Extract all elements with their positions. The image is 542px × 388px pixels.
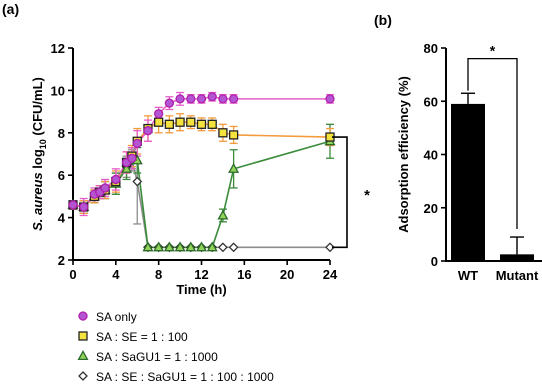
data-point-0 bbox=[68, 200, 78, 210]
panel-a-label: (a) bbox=[2, 1, 19, 17]
data-point-3 bbox=[132, 176, 143, 187]
data-point-3 bbox=[217, 242, 228, 253]
bar-Mutant bbox=[500, 254, 534, 261]
y-tick-label: 12 bbox=[51, 41, 65, 56]
y-axis-title-log: log bbox=[30, 149, 45, 172]
data-point-1 bbox=[175, 117, 185, 127]
adsorption-bar-chart: 0 20 40 60 80 Adsorption efficiency (%) WT Muta… bbox=[396, 41, 542, 283]
significance-star: * bbox=[364, 187, 370, 204]
b-y-tick-label: 0 bbox=[431, 254, 438, 269]
legend-label-0: SA only bbox=[96, 310, 137, 324]
data-point-1 bbox=[186, 117, 196, 127]
data-point-2 bbox=[185, 241, 197, 252]
data-point-0 bbox=[143, 126, 153, 136]
data-point-2 bbox=[153, 241, 165, 252]
data-point-1 bbox=[154, 117, 164, 127]
data-point-2 bbox=[196, 241, 207, 252]
data-point-0 bbox=[111, 174, 121, 185]
y-tick-label: 8 bbox=[58, 126, 65, 141]
y-tick-label: 2 bbox=[58, 253, 65, 268]
panel-b-label: (b) bbox=[374, 12, 392, 28]
data-point-1 bbox=[164, 119, 175, 129]
data-point-2 bbox=[163, 241, 175, 252]
series-line-1 bbox=[72, 121, 331, 208]
x-tick-label: 8 bbox=[155, 267, 162, 282]
significance-bracket bbox=[332, 136, 348, 249]
data-point-2 bbox=[217, 209, 229, 220]
x-tick-label: 4 bbox=[112, 267, 120, 282]
b-significance-star: * bbox=[490, 43, 496, 59]
data-point-1 bbox=[218, 128, 228, 138]
y-axis-title-organism: S. aureus bbox=[30, 172, 45, 231]
b-y-axis-title: Adsorption efficiency (%) bbox=[396, 76, 411, 233]
data-point-0 bbox=[228, 94, 239, 104]
data-point-1 bbox=[196, 119, 207, 129]
legend-label-1: SA : SE = 1 : 100 bbox=[96, 330, 188, 344]
legend-marker-1 bbox=[78, 331, 88, 341]
data-point-0 bbox=[154, 109, 164, 119]
b-y-tick-label: 80 bbox=[424, 41, 438, 56]
category-label-Mutant: Mutant bbox=[496, 268, 539, 283]
data-point-0 bbox=[79, 202, 89, 212]
data-point-0 bbox=[218, 94, 228, 104]
y-tick-label: 6 bbox=[58, 168, 65, 183]
x-tick-label: 16 bbox=[237, 267, 251, 282]
data-point-0 bbox=[325, 94, 335, 104]
legend: SA only SA : SE = 1 : 100 SA : SaGU1 = 1 :… bbox=[77, 310, 274, 384]
legend-marker-2 bbox=[77, 350, 89, 361]
b-significance-bracket bbox=[467, 58, 518, 230]
data-point-0 bbox=[132, 138, 142, 149]
bar-WT bbox=[451, 103, 485, 261]
b-y-tick-label: 60 bbox=[424, 94, 438, 109]
data-point-0 bbox=[100, 183, 110, 193]
data-point-1 bbox=[228, 130, 239, 140]
data-point-3 bbox=[228, 242, 239, 253]
data-point-2 bbox=[121, 162, 133, 173]
data-point-2 bbox=[174, 241, 186, 252]
data-point-0 bbox=[164, 98, 175, 108]
legend-marker-0 bbox=[78, 311, 88, 321]
y-axis-title: S. aureus log10 (CFU/mL) bbox=[30, 77, 48, 231]
x-tick-label: 20 bbox=[280, 267, 294, 282]
b-y-tick-label: 40 bbox=[424, 148, 438, 163]
data-point-0 bbox=[127, 153, 137, 163]
data-point-0 bbox=[175, 94, 185, 104]
y-tick-label: 4 bbox=[58, 211, 66, 226]
series-line-3 bbox=[72, 158, 330, 249]
y-tick-label: 10 bbox=[51, 83, 65, 98]
x-tick-label: 0 bbox=[69, 267, 76, 282]
x-tick-label: 24 bbox=[323, 267, 338, 282]
data-point-0 bbox=[207, 92, 217, 102]
data-point-2 bbox=[142, 241, 154, 252]
y-axis-title-unit: (CFU/mL) bbox=[30, 77, 45, 139]
data-point-2 bbox=[228, 162, 240, 173]
x-tick-label: 12 bbox=[194, 267, 208, 282]
y-axis-title-subscript: 10 bbox=[38, 139, 48, 149]
data-point-0 bbox=[186, 94, 196, 104]
series-line-2 bbox=[72, 140, 331, 249]
data-point-3 bbox=[325, 242, 335, 253]
category-label-WT: WT bbox=[458, 268, 478, 283]
data-point-0 bbox=[196, 94, 207, 104]
legend-label-2: SA : SaGU1 = 1 : 1000 bbox=[96, 350, 218, 364]
data-point-1 bbox=[207, 119, 217, 129]
x-axis-title: Time (h) bbox=[176, 282, 226, 297]
legend-label-3: SA : SE : SaGU1 = 1 : 100 : 1000 bbox=[96, 370, 274, 384]
b-y-tick-label: 20 bbox=[424, 201, 438, 216]
data-point-2 bbox=[206, 241, 218, 252]
legend-marker-3 bbox=[78, 371, 88, 381]
